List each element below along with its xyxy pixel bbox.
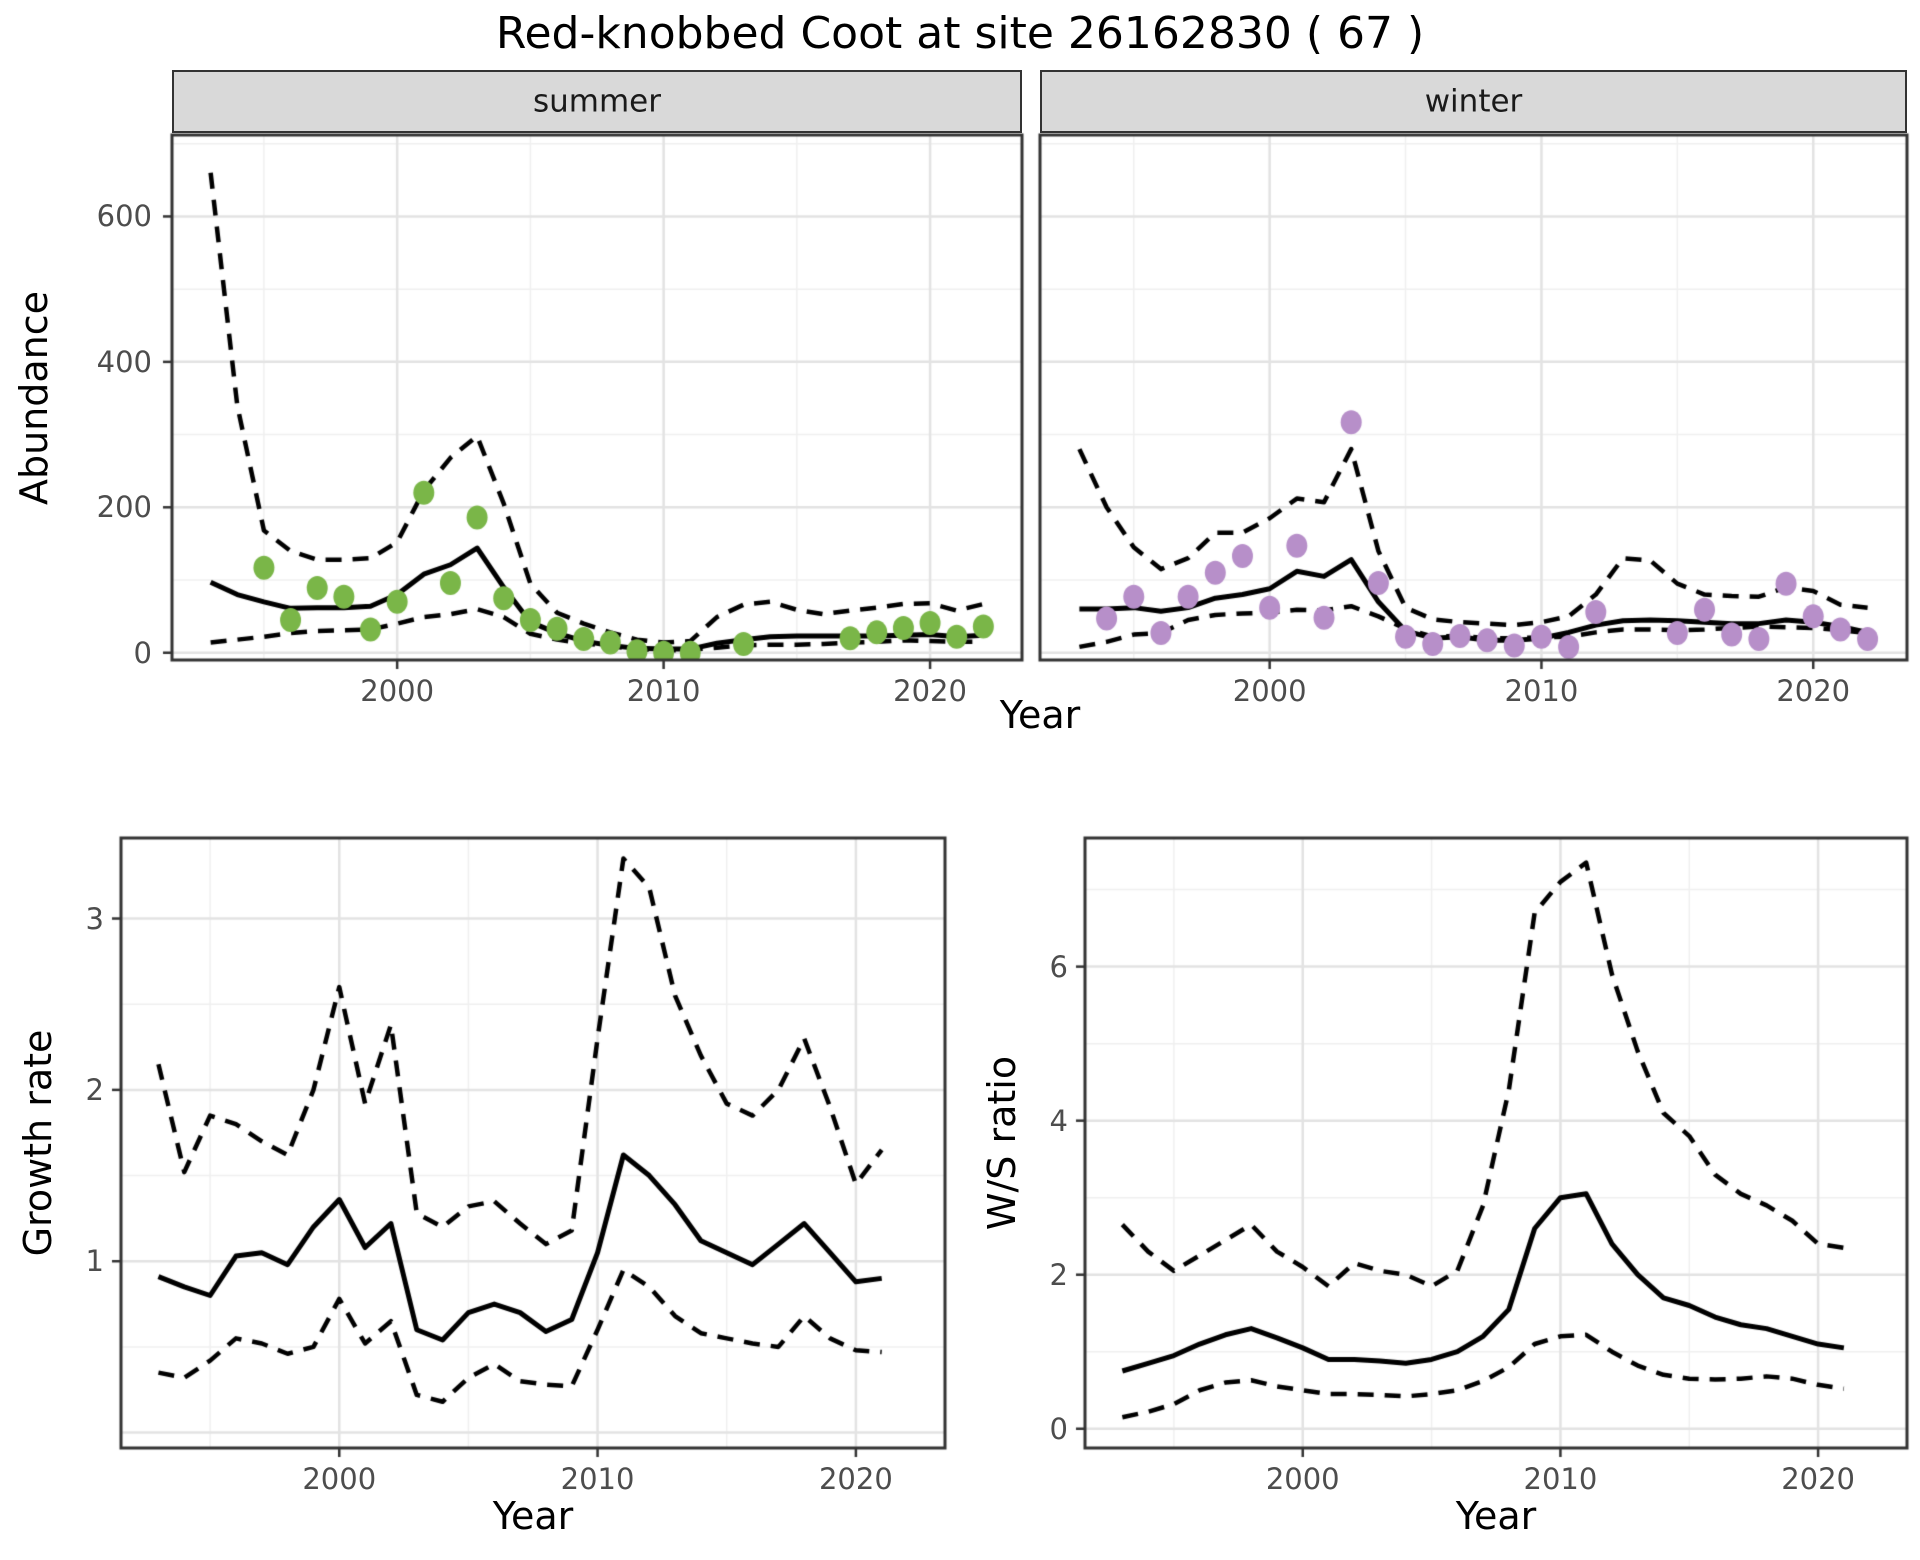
y-axis-title-abundance: Abundance [12, 290, 56, 506]
tick-label: 600 [96, 199, 152, 234]
facet-strip-winter: winter [1040, 70, 1907, 133]
tick-label: 2010 [626, 674, 701, 708]
tick-label: 2010 [1523, 1462, 1598, 1496]
facet-strip-summer-label: summer [532, 82, 662, 119]
page-title: Red-knobbed Coot at site 26162830 ( 67 ) [495, 8, 1425, 59]
tick-label: 400 [96, 344, 152, 379]
tick-label: 3 [85, 901, 104, 936]
tick-label: 0 [1049, 1411, 1068, 1446]
facet-strip-winter-label: winter [1424, 82, 1523, 119]
tick-label: 2020 [818, 1462, 893, 1496]
tick-label: 200 [96, 490, 152, 525]
tick-label: 2000 [1232, 674, 1307, 708]
tick-label: 6 [1049, 949, 1068, 984]
y-axis-title-growth-rate: Growth rate [16, 1029, 60, 1257]
x-axis-title-ws-year: Year [1455, 1494, 1537, 1538]
tick-label: 2020 [1781, 1462, 1855, 1496]
tick-label: 4 [1049, 1103, 1068, 1138]
tick-label: 2020 [1776, 674, 1851, 708]
y-axis-title-ws-ratio: W/S ratio [980, 1055, 1024, 1231]
tick-label: 0 [133, 635, 152, 670]
tick-label: 2000 [360, 674, 435, 708]
x-axis-title-growth-year: Year [492, 1494, 574, 1538]
tick-label: 2000 [302, 1462, 377, 1496]
x-axis-title-top-year: Year [999, 693, 1081, 737]
tick-label: 2020 [893, 674, 967, 708]
tick-label: 2010 [560, 1462, 635, 1496]
tick-label: 1 [85, 1244, 104, 1279]
tick-label: 2 [85, 1072, 104, 1107]
tick-label: 2 [1049, 1257, 1068, 1292]
tick-label: 2000 [1265, 1462, 1340, 1496]
facet-strip-summer: summer [172, 70, 1022, 133]
tick-label: 2010 [1504, 674, 1579, 708]
